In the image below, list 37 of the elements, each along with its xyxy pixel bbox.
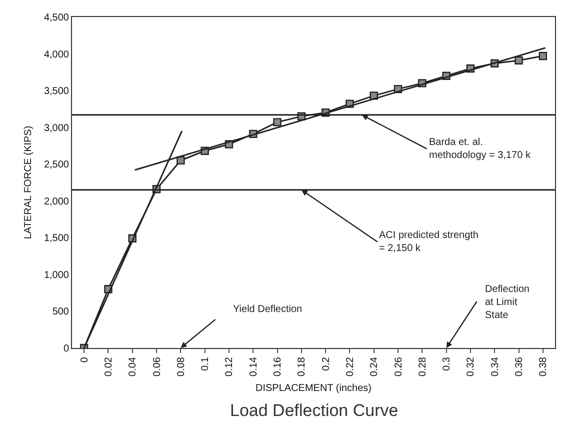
- x-axis-title: DISPLACEMENT (inches): [256, 382, 372, 394]
- x-tick-label: 0.02: [103, 356, 114, 376]
- x-tick-label: 0.26: [393, 356, 404, 376]
- x-tick-label: 0.36: [514, 356, 526, 376]
- x-tick-label: 0.04: [128, 356, 139, 376]
- x-tick-label: 0.08: [176, 356, 187, 376]
- x-tick-label: 0.06: [152, 356, 163, 376]
- y-tick-label: 3,500: [44, 86, 70, 98]
- x-tick-label: 0.24: [369, 356, 380, 376]
- annotation: ACI predicted strength = 2,150 k: [379, 230, 478, 254]
- annotation: Barda et. al. methodology = 3,170 k: [429, 137, 532, 161]
- x-tick-label: 0.34: [490, 356, 501, 376]
- y-tick-label: 1,500: [44, 233, 70, 244]
- x-tick-label: 0.18: [296, 356, 308, 376]
- x-tick-label: 0.38: [538, 356, 550, 376]
- x-tick-label: 0.32: [466, 356, 477, 376]
- y-tick-label: 4,500: [44, 12, 70, 24]
- annotation: Deflection at Limit State: [485, 284, 530, 321]
- x-tick-label: 0.2: [320, 356, 332, 371]
- x-tick-label: 0.16: [272, 356, 284, 376]
- y-tick-label: 0: [63, 344, 70, 354]
- y-tick-label: 2,000: [44, 196, 70, 208]
- y-tick-label: 500: [52, 306, 70, 318]
- y-tick-label: 3,000: [44, 122, 70, 134]
- y-tick-label: 1,000: [44, 270, 70, 281]
- y-tick-label: 4,000: [44, 49, 70, 60]
- x-tick-label: 0.22: [344, 356, 356, 376]
- x-tick-label: 0.28: [417, 356, 428, 376]
- x-tick-label: 0.12: [224, 356, 236, 376]
- x-tick-label: 0.14: [248, 356, 260, 376]
- text: Load Deflection Curve: [230, 401, 398, 420]
- x-tick-label: 0.3: [442, 356, 453, 371]
- annotation: Yield Deflection: [233, 304, 302, 315]
- x-tick-label: 0.1: [200, 356, 212, 371]
- y-axis-title: LATERAL FORCE (KIPS): [22, 126, 34, 240]
- x-tick-label: 0: [79, 356, 90, 363]
- y-tick-label: 2,500: [44, 160, 70, 171]
